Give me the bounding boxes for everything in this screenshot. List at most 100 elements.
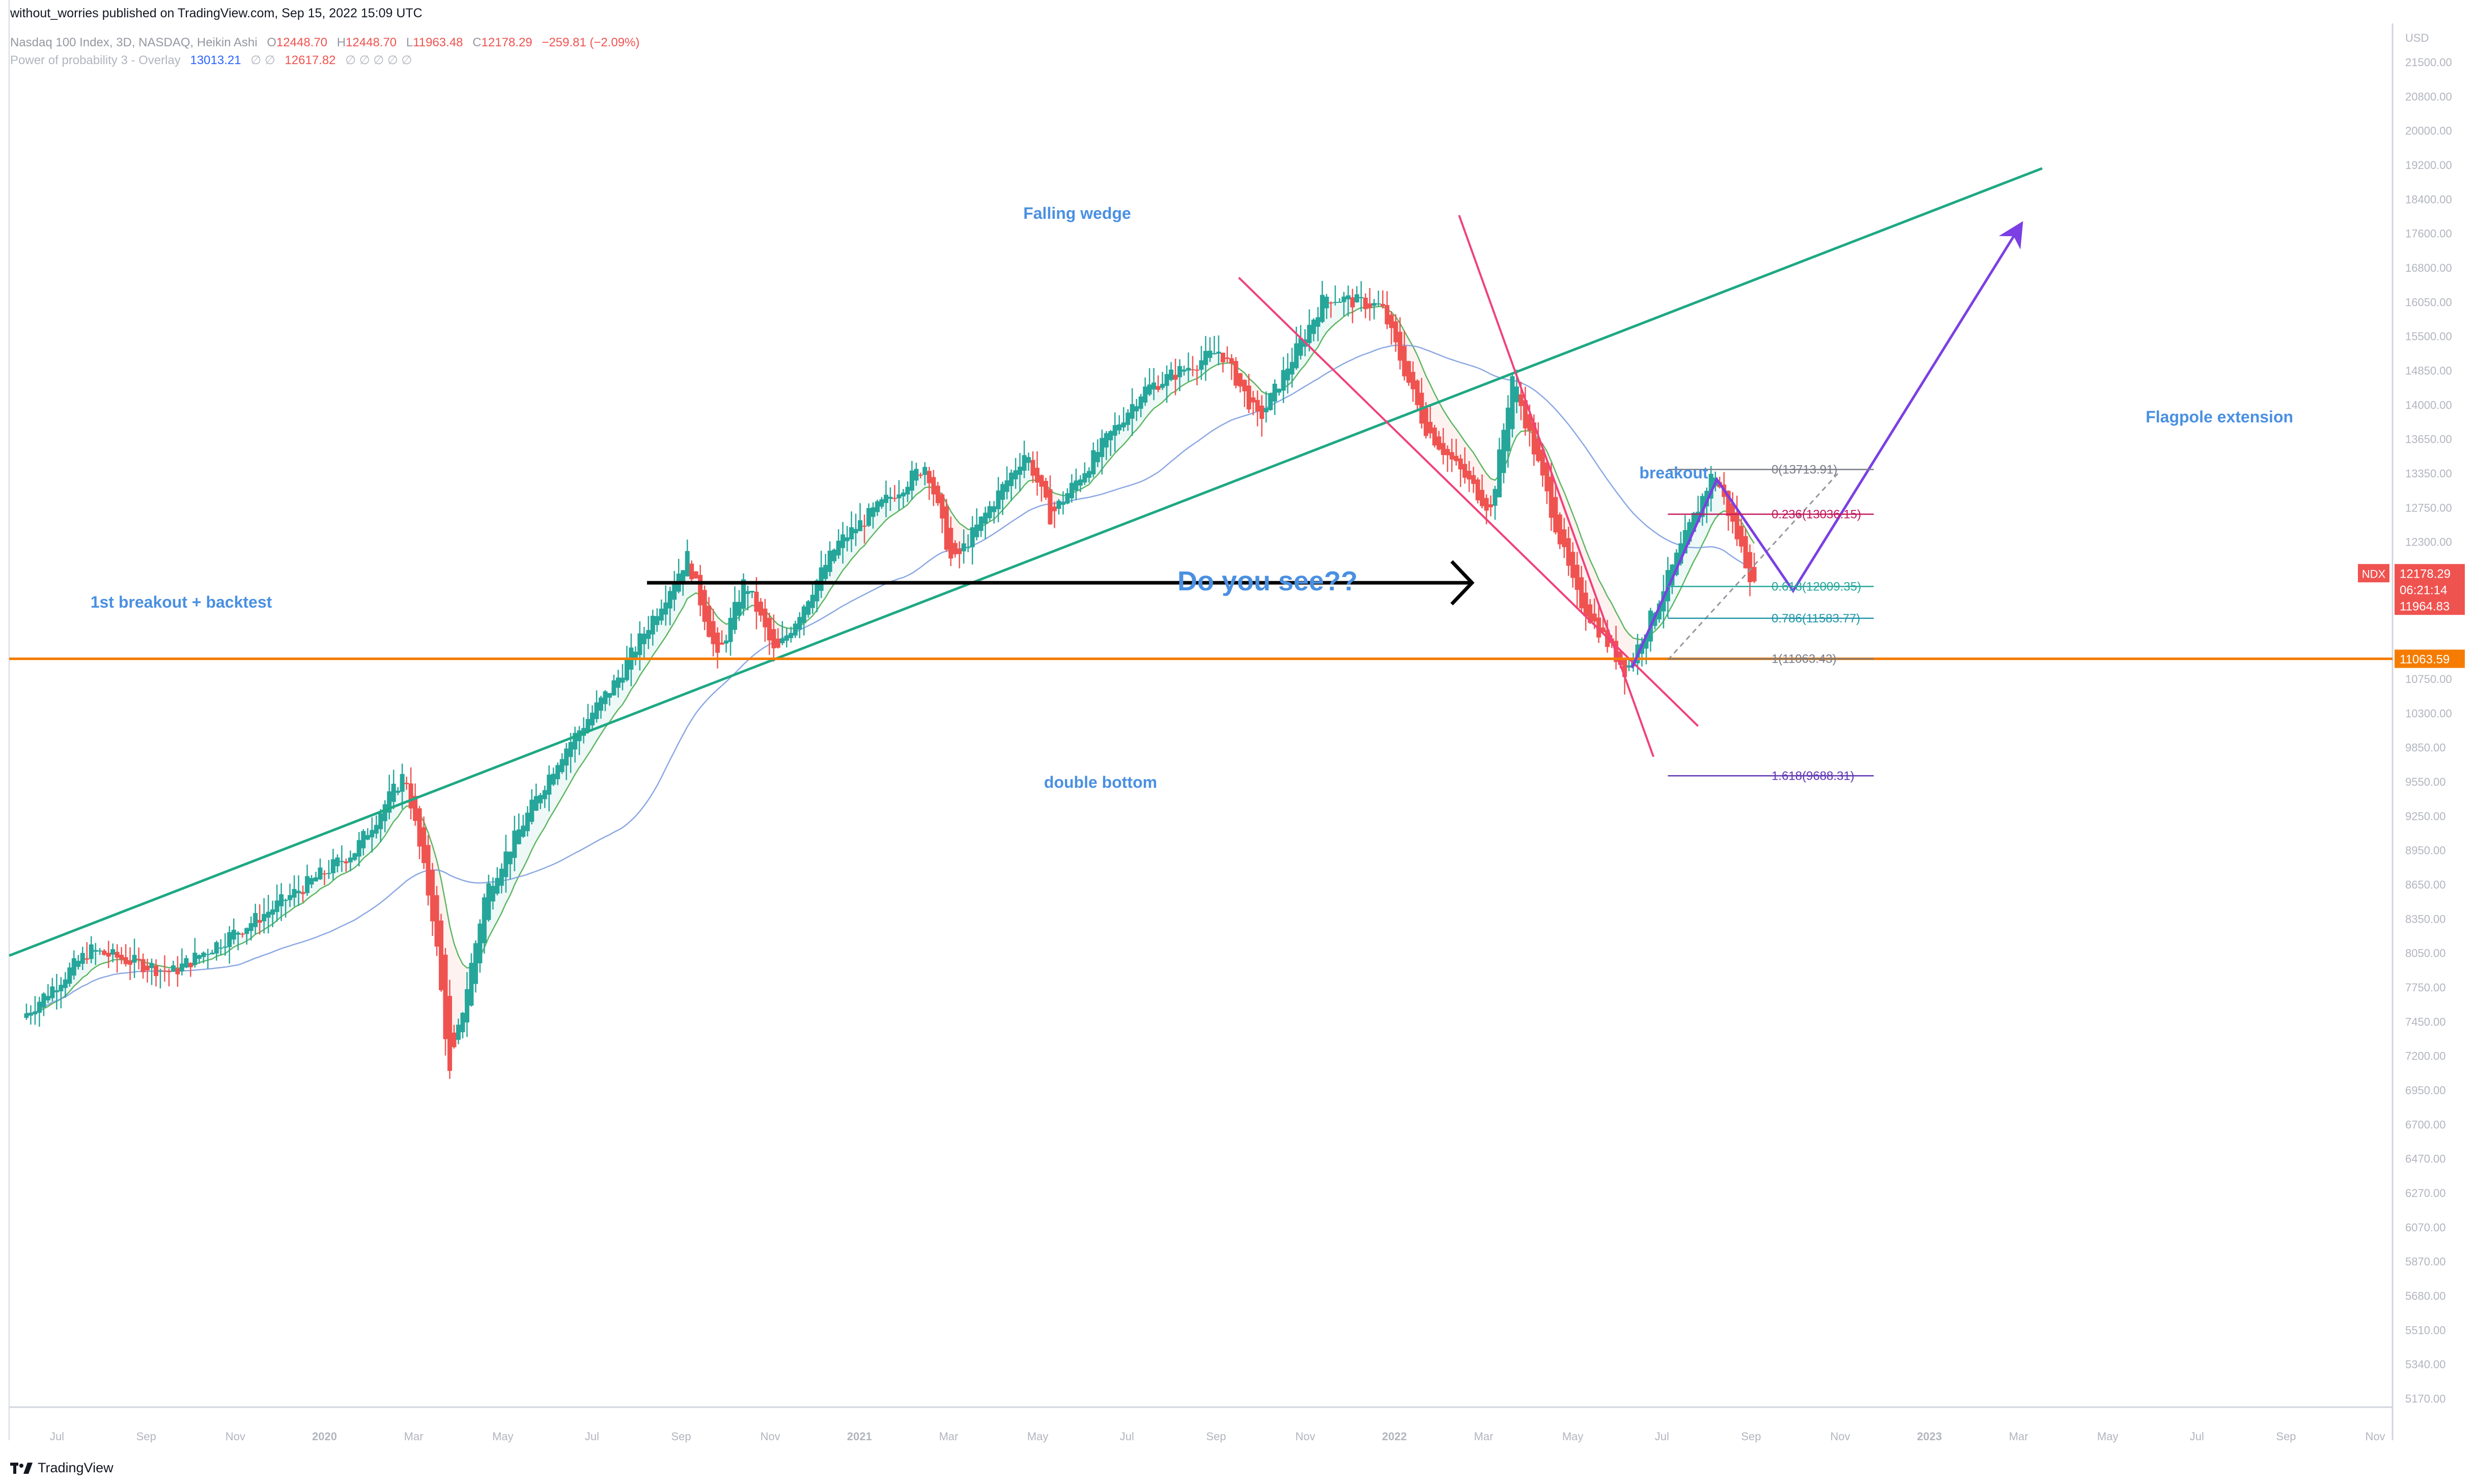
candle-body — [495, 878, 500, 894]
candle-body — [1333, 302, 1338, 303]
candle-body — [1626, 665, 1631, 668]
candle-body — [547, 775, 552, 795]
candle-body — [624, 659, 629, 680]
candle-body — [1462, 464, 1468, 478]
candle-body — [1510, 376, 1515, 430]
projection-path-arrow — [1630, 221, 2023, 669]
candle-body — [1505, 407, 1510, 451]
candle-body — [1056, 500, 1061, 509]
x-tick-label: Sep — [1741, 1430, 1761, 1443]
candle-body — [1397, 331, 1402, 361]
candle-body — [793, 623, 798, 636]
candle-body — [1704, 491, 1709, 507]
candle-body — [659, 608, 664, 621]
candle-body — [236, 932, 241, 935]
candle-body — [1531, 422, 1536, 455]
candle-body — [158, 970, 163, 972]
candle-body — [1074, 480, 1079, 491]
ma-cloud-fill — [462, 964, 467, 1013]
x-tick-label: Nov — [226, 1430, 245, 1443]
candle-body — [257, 920, 262, 923]
candle-body — [1207, 351, 1213, 358]
candle-body — [1216, 352, 1221, 354]
candle-body — [840, 534, 846, 548]
symbol-legend: Nasdaq 100 Index, 3D, NASDAQ, Heikin Ash… — [10, 36, 639, 50]
candle-body — [408, 783, 413, 809]
candle-body — [37, 1002, 42, 1013]
candle-body — [1255, 399, 1260, 412]
candle-body — [1527, 414, 1532, 431]
candle-body — [218, 948, 223, 949]
candle-body — [814, 580, 820, 602]
y-tick-label: 15500.00 — [2405, 330, 2452, 343]
candle-body — [1644, 634, 1649, 649]
ma-cloud-fill — [722, 621, 726, 645]
annotation-breakout: breakout — [1639, 464, 1708, 482]
y-tick-label: 8050.00 — [2405, 947, 2446, 960]
candle-body — [166, 971, 172, 973]
candle-body — [344, 861, 349, 864]
candle-body — [1467, 471, 1472, 480]
x-tick-label: Sep — [671, 1430, 691, 1443]
y-tick-label: 5870.00 — [2405, 1255, 2446, 1268]
candle-body — [119, 955, 124, 960]
candle-body — [615, 677, 621, 688]
candle-body — [944, 506, 949, 550]
candle-body — [758, 602, 763, 616]
last-price-tag-box — [2395, 564, 2465, 615]
low-value: 11963.48 — [413, 36, 463, 49]
candle-body — [1212, 353, 1217, 355]
candle-body — [827, 551, 832, 572]
candle-body — [1009, 472, 1014, 487]
candle-body — [1423, 408, 1428, 436]
candle-body — [1086, 471, 1091, 478]
candle-body — [763, 608, 768, 627]
indicator-empty-1: ∅ ∅ — [250, 53, 275, 67]
candle-body — [1259, 405, 1264, 419]
candle-body — [1246, 385, 1251, 410]
candle-body — [283, 900, 288, 901]
candle-body — [464, 989, 469, 1023]
candle-body — [1095, 452, 1100, 463]
candle-body — [1484, 498, 1489, 511]
candle-body — [326, 873, 331, 874]
candle-body — [1065, 493, 1070, 504]
candle-body — [378, 813, 383, 830]
candle-body — [335, 857, 340, 867]
indicator-empty-2: ∅ ∅ ∅ ∅ ∅ — [345, 53, 412, 67]
candle-body — [1039, 475, 1044, 487]
candle-body — [1044, 480, 1049, 498]
candle-body — [1091, 450, 1096, 475]
candle-body — [387, 791, 392, 813]
candle-body — [801, 606, 806, 623]
candle-body — [952, 543, 958, 555]
candle-body — [304, 876, 310, 893]
ma-cloud-fill — [1188, 367, 1193, 382]
ma-cloud-fill — [1335, 302, 1340, 324]
candle-body — [521, 825, 526, 837]
candle-body — [262, 914, 267, 922]
candle-body — [862, 525, 867, 527]
candle-body — [594, 702, 599, 719]
candle-body — [1402, 346, 1407, 377]
candle-body — [1670, 564, 1675, 586]
candle-body — [819, 567, 824, 591]
candle-body — [348, 858, 353, 863]
candle-body — [957, 549, 962, 554]
candle-body — [978, 517, 983, 531]
candle-body — [1574, 564, 1580, 590]
candle-body — [1082, 473, 1087, 483]
candle-body — [611, 680, 616, 696]
candle-body — [1437, 436, 1442, 450]
tradingview-logo[interactable]: TradingView — [10, 1460, 114, 1476]
y-tick-label: 7750.00 — [2405, 981, 2446, 994]
y-tick-label: 6950.00 — [2405, 1084, 2446, 1097]
annotation-flagpole-extension: Flagpole extension — [2146, 408, 2293, 426]
candle-body — [745, 591, 750, 594]
candle-body — [426, 845, 431, 896]
candle-body — [330, 859, 335, 873]
y-tick-label: 7200.00 — [2405, 1050, 2446, 1063]
indicator-value-1: 13013.21 — [190, 53, 241, 67]
y-tick-label: 21500.00 — [2405, 56, 2452, 69]
